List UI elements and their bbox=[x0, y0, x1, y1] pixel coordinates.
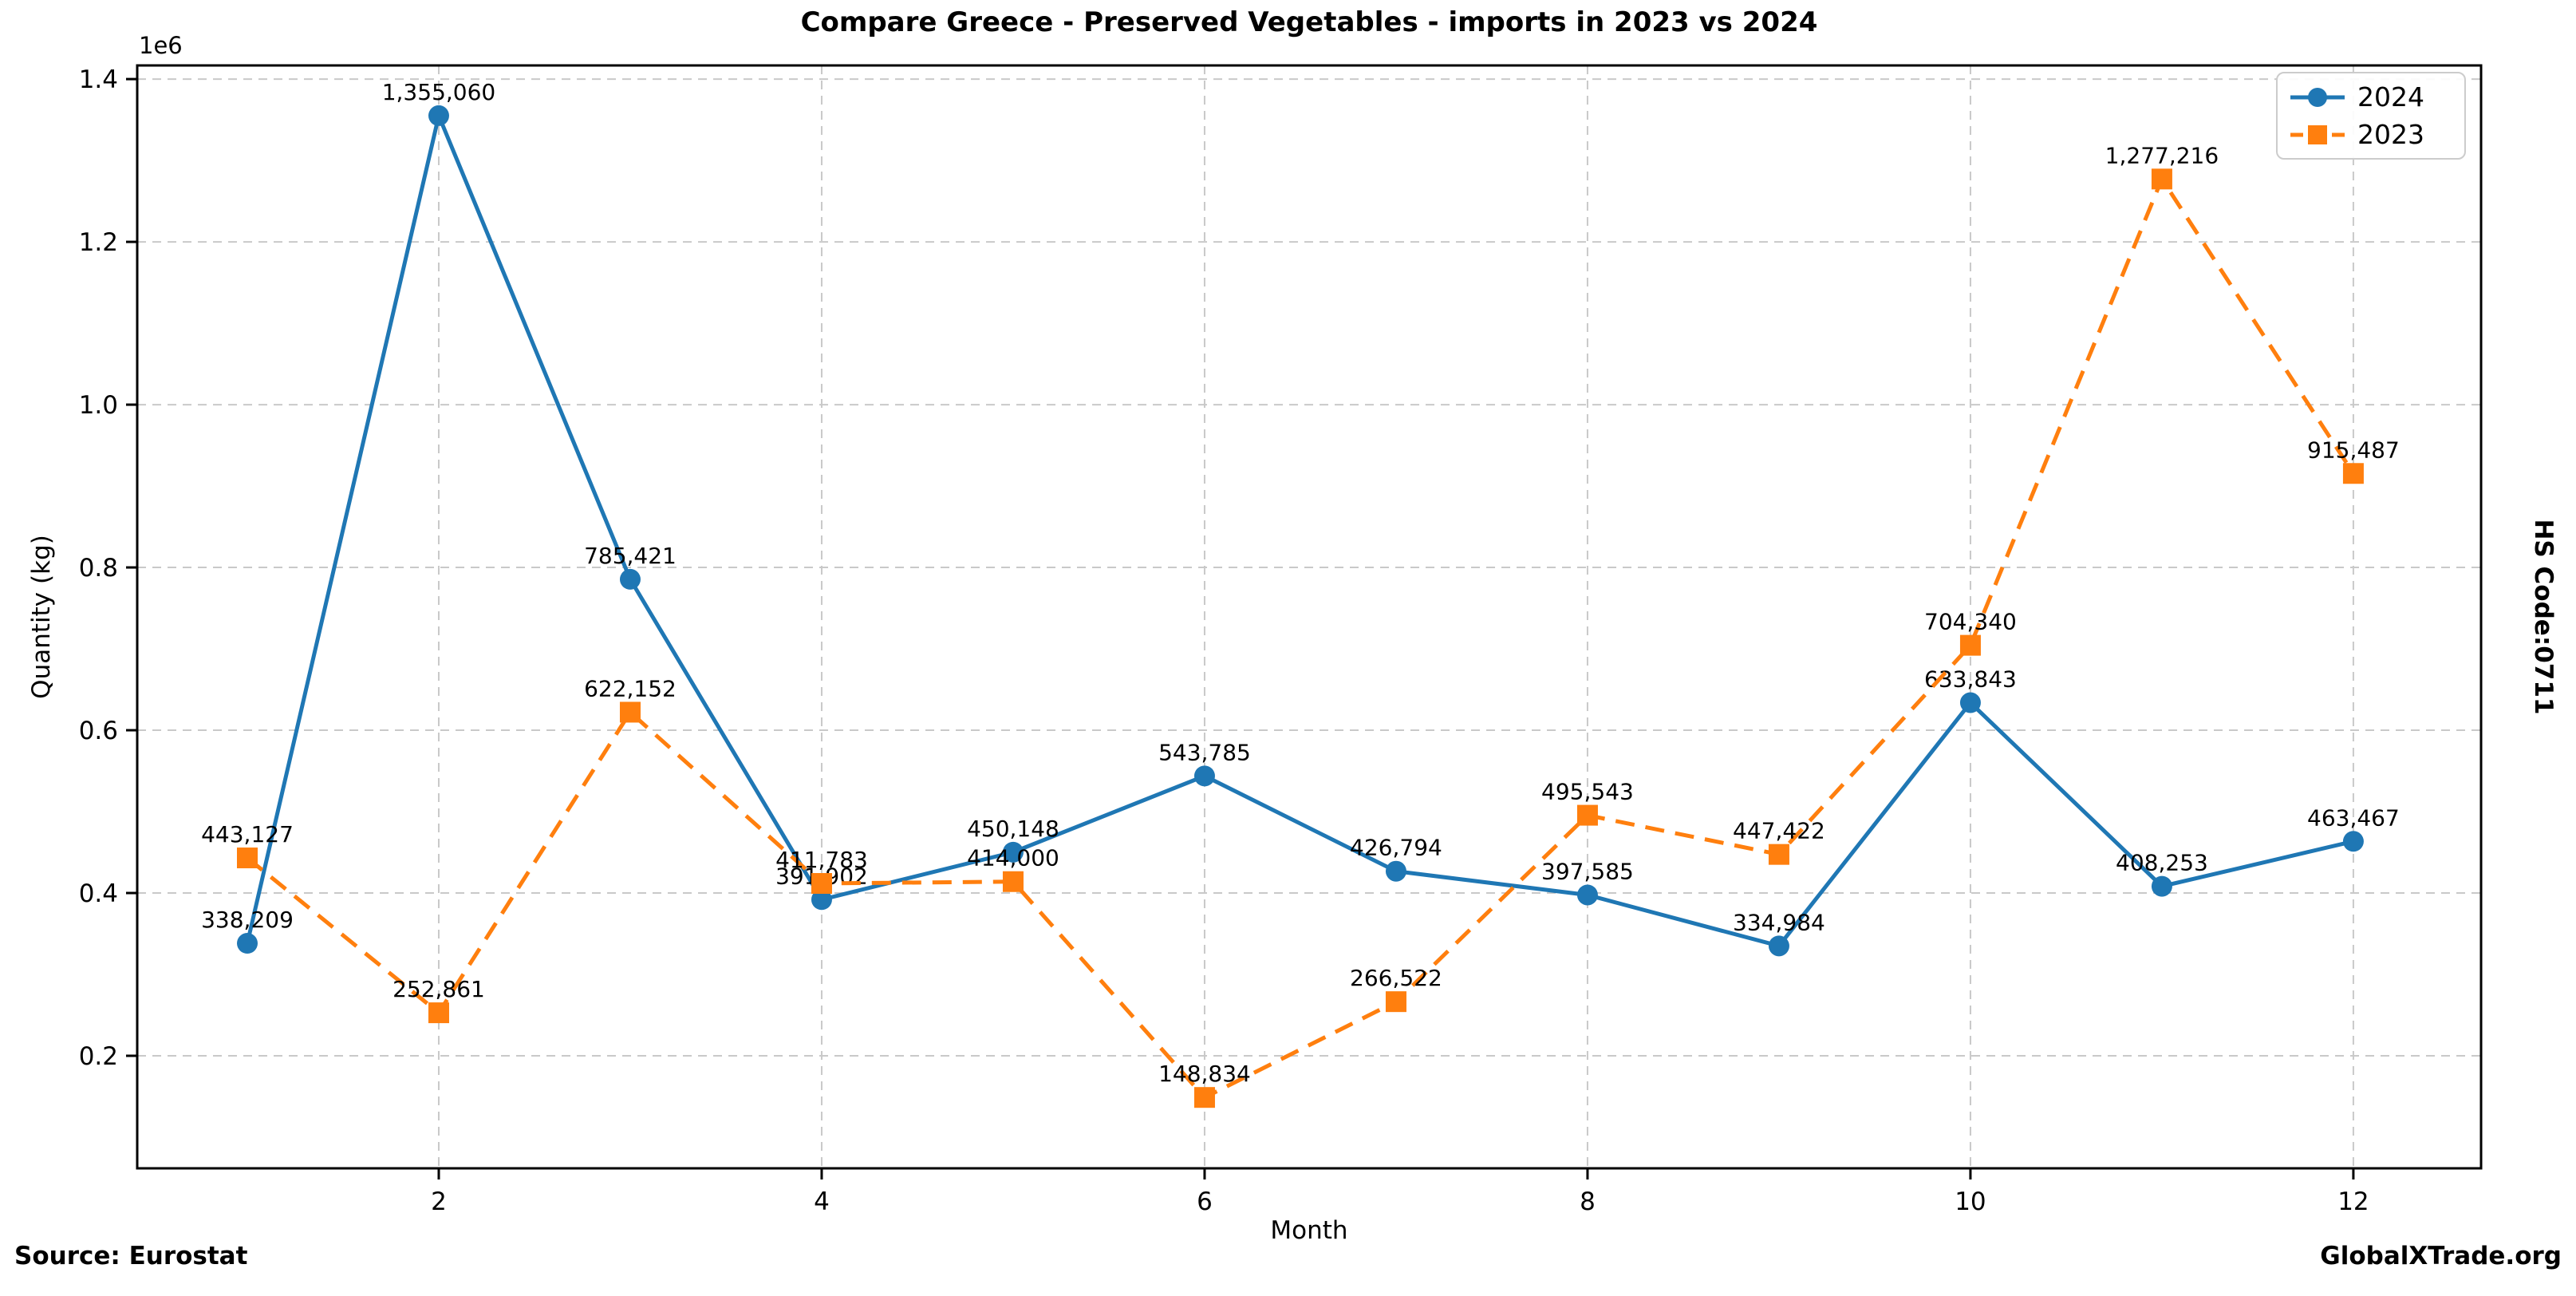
data-label-2023-m7: 266,522 bbox=[1350, 965, 1442, 991]
data-label-2024-m5: 450,148 bbox=[967, 816, 1059, 842]
data-label-2024-m9: 334,984 bbox=[1733, 909, 1825, 935]
data-point-2024-m7 bbox=[1385, 860, 1406, 882]
data-point-2023-m10 bbox=[1959, 634, 1981, 656]
legend: 2024 2023 bbox=[2276, 72, 2466, 160]
data-point-2024-m12 bbox=[2342, 831, 2364, 852]
data-point-2023-m12 bbox=[2342, 463, 2364, 484]
data-point-2024-m8 bbox=[1576, 884, 1598, 906]
legend-label-2023: 2023 bbox=[2357, 119, 2424, 150]
data-point-2023-m8 bbox=[1576, 804, 1598, 826]
data-point-2024-m10 bbox=[1959, 692, 1981, 713]
data-point-2024-m5 bbox=[1002, 841, 1024, 863]
series-line-2023 bbox=[246, 174, 2356, 1100]
y-axis-label: Quantity (kg) bbox=[27, 535, 56, 699]
data-point-2023-m4 bbox=[811, 873, 832, 895]
brand-credit: GlobalXTrade.org bbox=[2320, 1242, 2562, 1270]
axes-spines bbox=[136, 64, 2483, 1170]
legend-line-2023-icon bbox=[2290, 124, 2345, 144]
data-label-2024-m1: 338,209 bbox=[201, 907, 294, 933]
data-point-2024-m6 bbox=[1193, 765, 1215, 787]
chart-title: Compare Greece - Preserved Vegetables - … bbox=[800, 6, 1818, 38]
data-point-2024-m9 bbox=[1768, 935, 1789, 957]
data-label-2024-m7: 426,794 bbox=[1350, 835, 1442, 861]
y-tick-label: 0.6 bbox=[79, 717, 118, 745]
data-label-2023-m9: 447,422 bbox=[1733, 818, 1825, 844]
data-point-2024-m2 bbox=[428, 105, 449, 126]
legend-item-2024: 2024 bbox=[2289, 81, 2453, 113]
y-axis-offset-text: 1e6 bbox=[139, 32, 183, 59]
data-point-2023-m9 bbox=[1768, 844, 1789, 865]
data-point-2023-m2 bbox=[428, 1002, 449, 1024]
data-label-2024-m12: 463,467 bbox=[2307, 804, 2400, 831]
data-point-2023-m7 bbox=[1385, 991, 1406, 1013]
data-label-2023-m3: 622,152 bbox=[584, 675, 677, 701]
y-tick-label: 1.0 bbox=[79, 391, 118, 420]
x-tick-label: 2 bbox=[431, 1187, 447, 1216]
data-label-2023-m2: 252,861 bbox=[393, 976, 485, 1002]
data-point-2024-m1 bbox=[236, 933, 258, 954]
series-line-2024 bbox=[245, 109, 2354, 949]
data-label-2023-m12: 915,487 bbox=[2307, 437, 2400, 463]
data-label-2023-m1: 443,127 bbox=[201, 821, 294, 848]
x-tick-label: 6 bbox=[1197, 1187, 1213, 1216]
data-label-2024-m2: 1,355,060 bbox=[382, 79, 496, 105]
data-point-2023-m11 bbox=[2151, 168, 2172, 190]
data-label-2023-m11: 1,277,216 bbox=[2105, 142, 2219, 168]
x-axis-label: Month bbox=[1270, 1216, 1348, 1245]
data-label-2024-m6: 543,785 bbox=[1158, 739, 1251, 765]
y-tick-label: 0.8 bbox=[79, 554, 118, 583]
x-tick-label: 10 bbox=[1955, 1187, 1986, 1216]
data-label-2023-m5: 414,000 bbox=[967, 845, 1059, 871]
data-point-2024-m3 bbox=[619, 568, 641, 590]
data-point-2024-m4 bbox=[811, 889, 832, 911]
data-point-2024-m11 bbox=[2151, 875, 2172, 897]
y-tick-label: 0.4 bbox=[79, 879, 118, 908]
data-point-2023-m3 bbox=[619, 701, 641, 723]
data-label-2024-m11: 408,253 bbox=[2116, 850, 2208, 876]
data-label-2023-m10: 704,340 bbox=[1924, 609, 2017, 635]
hs-code-label: HS Code:0711 bbox=[2529, 519, 2558, 715]
source-credit: Source: Eurostat bbox=[14, 1242, 248, 1270]
y-tick-label: 1.4 bbox=[79, 65, 118, 94]
data-point-2023-m5 bbox=[1002, 871, 1024, 892]
data-label-2023-m8: 495,543 bbox=[1541, 779, 1634, 805]
data-label-2023-m4: 411,783 bbox=[775, 847, 868, 873]
x-tick-label: 8 bbox=[1580, 1187, 1596, 1216]
data-point-2023-m6 bbox=[1193, 1087, 1215, 1108]
y-tick-label: 1.2 bbox=[79, 228, 118, 257]
legend-line-2024-icon bbox=[2290, 87, 2345, 107]
y-tick-label: 0.2 bbox=[79, 1042, 118, 1071]
data-label-2024-m8: 397,585 bbox=[1541, 858, 1634, 884]
data-label-2024-m3: 785,421 bbox=[584, 543, 677, 569]
legend-label-2024: 2024 bbox=[2357, 81, 2424, 113]
legend-item-2023: 2023 bbox=[2289, 119, 2453, 150]
data-label-2023-m6: 148,834 bbox=[1158, 1061, 1251, 1087]
data-point-2023-m1 bbox=[236, 848, 258, 869]
x-tick-label: 4 bbox=[814, 1187, 830, 1216]
x-tick-label: 12 bbox=[2337, 1187, 2369, 1216]
